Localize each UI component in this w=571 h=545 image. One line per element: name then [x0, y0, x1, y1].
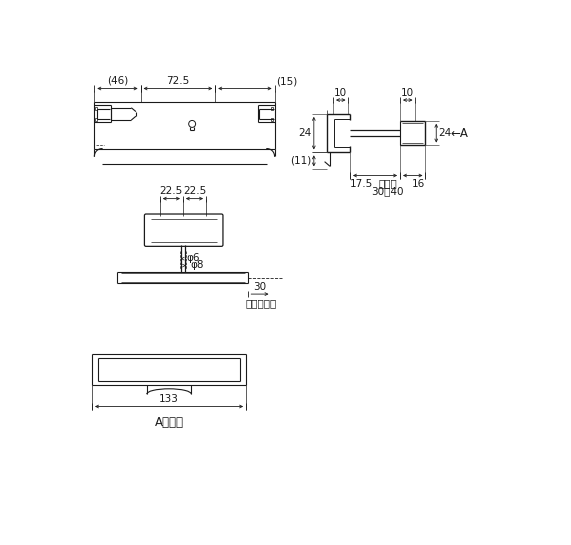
Text: ←A: ←A	[450, 126, 468, 140]
Text: 24: 24	[439, 128, 452, 138]
Text: (11): (11)	[290, 156, 312, 166]
Text: φ8: φ8	[191, 260, 204, 270]
Text: 30～40: 30～40	[372, 186, 404, 196]
Text: 30: 30	[254, 282, 267, 292]
Text: (15): (15)	[276, 76, 297, 86]
Text: ドア厘: ドア厘	[379, 179, 397, 189]
Bar	[271, 107, 273, 110]
Text: 133: 133	[159, 394, 179, 404]
Bar	[95, 107, 98, 110]
Text: φ6: φ6	[186, 253, 199, 263]
Text: 22.5: 22.5	[183, 186, 206, 196]
Text: 16: 16	[412, 179, 425, 189]
Text: 17.5: 17.5	[350, 179, 373, 189]
Text: 22.5: 22.5	[160, 186, 183, 196]
Text: 10: 10	[401, 88, 415, 98]
Text: ストローク: ストローク	[246, 298, 277, 308]
Text: (46): (46)	[107, 76, 128, 86]
Text: A矢視図: A矢視図	[155, 416, 183, 429]
Bar	[271, 118, 273, 121]
Text: 24: 24	[298, 128, 312, 138]
Text: 10: 10	[334, 88, 347, 98]
Text: 72.5: 72.5	[166, 76, 190, 86]
Bar	[95, 118, 98, 121]
